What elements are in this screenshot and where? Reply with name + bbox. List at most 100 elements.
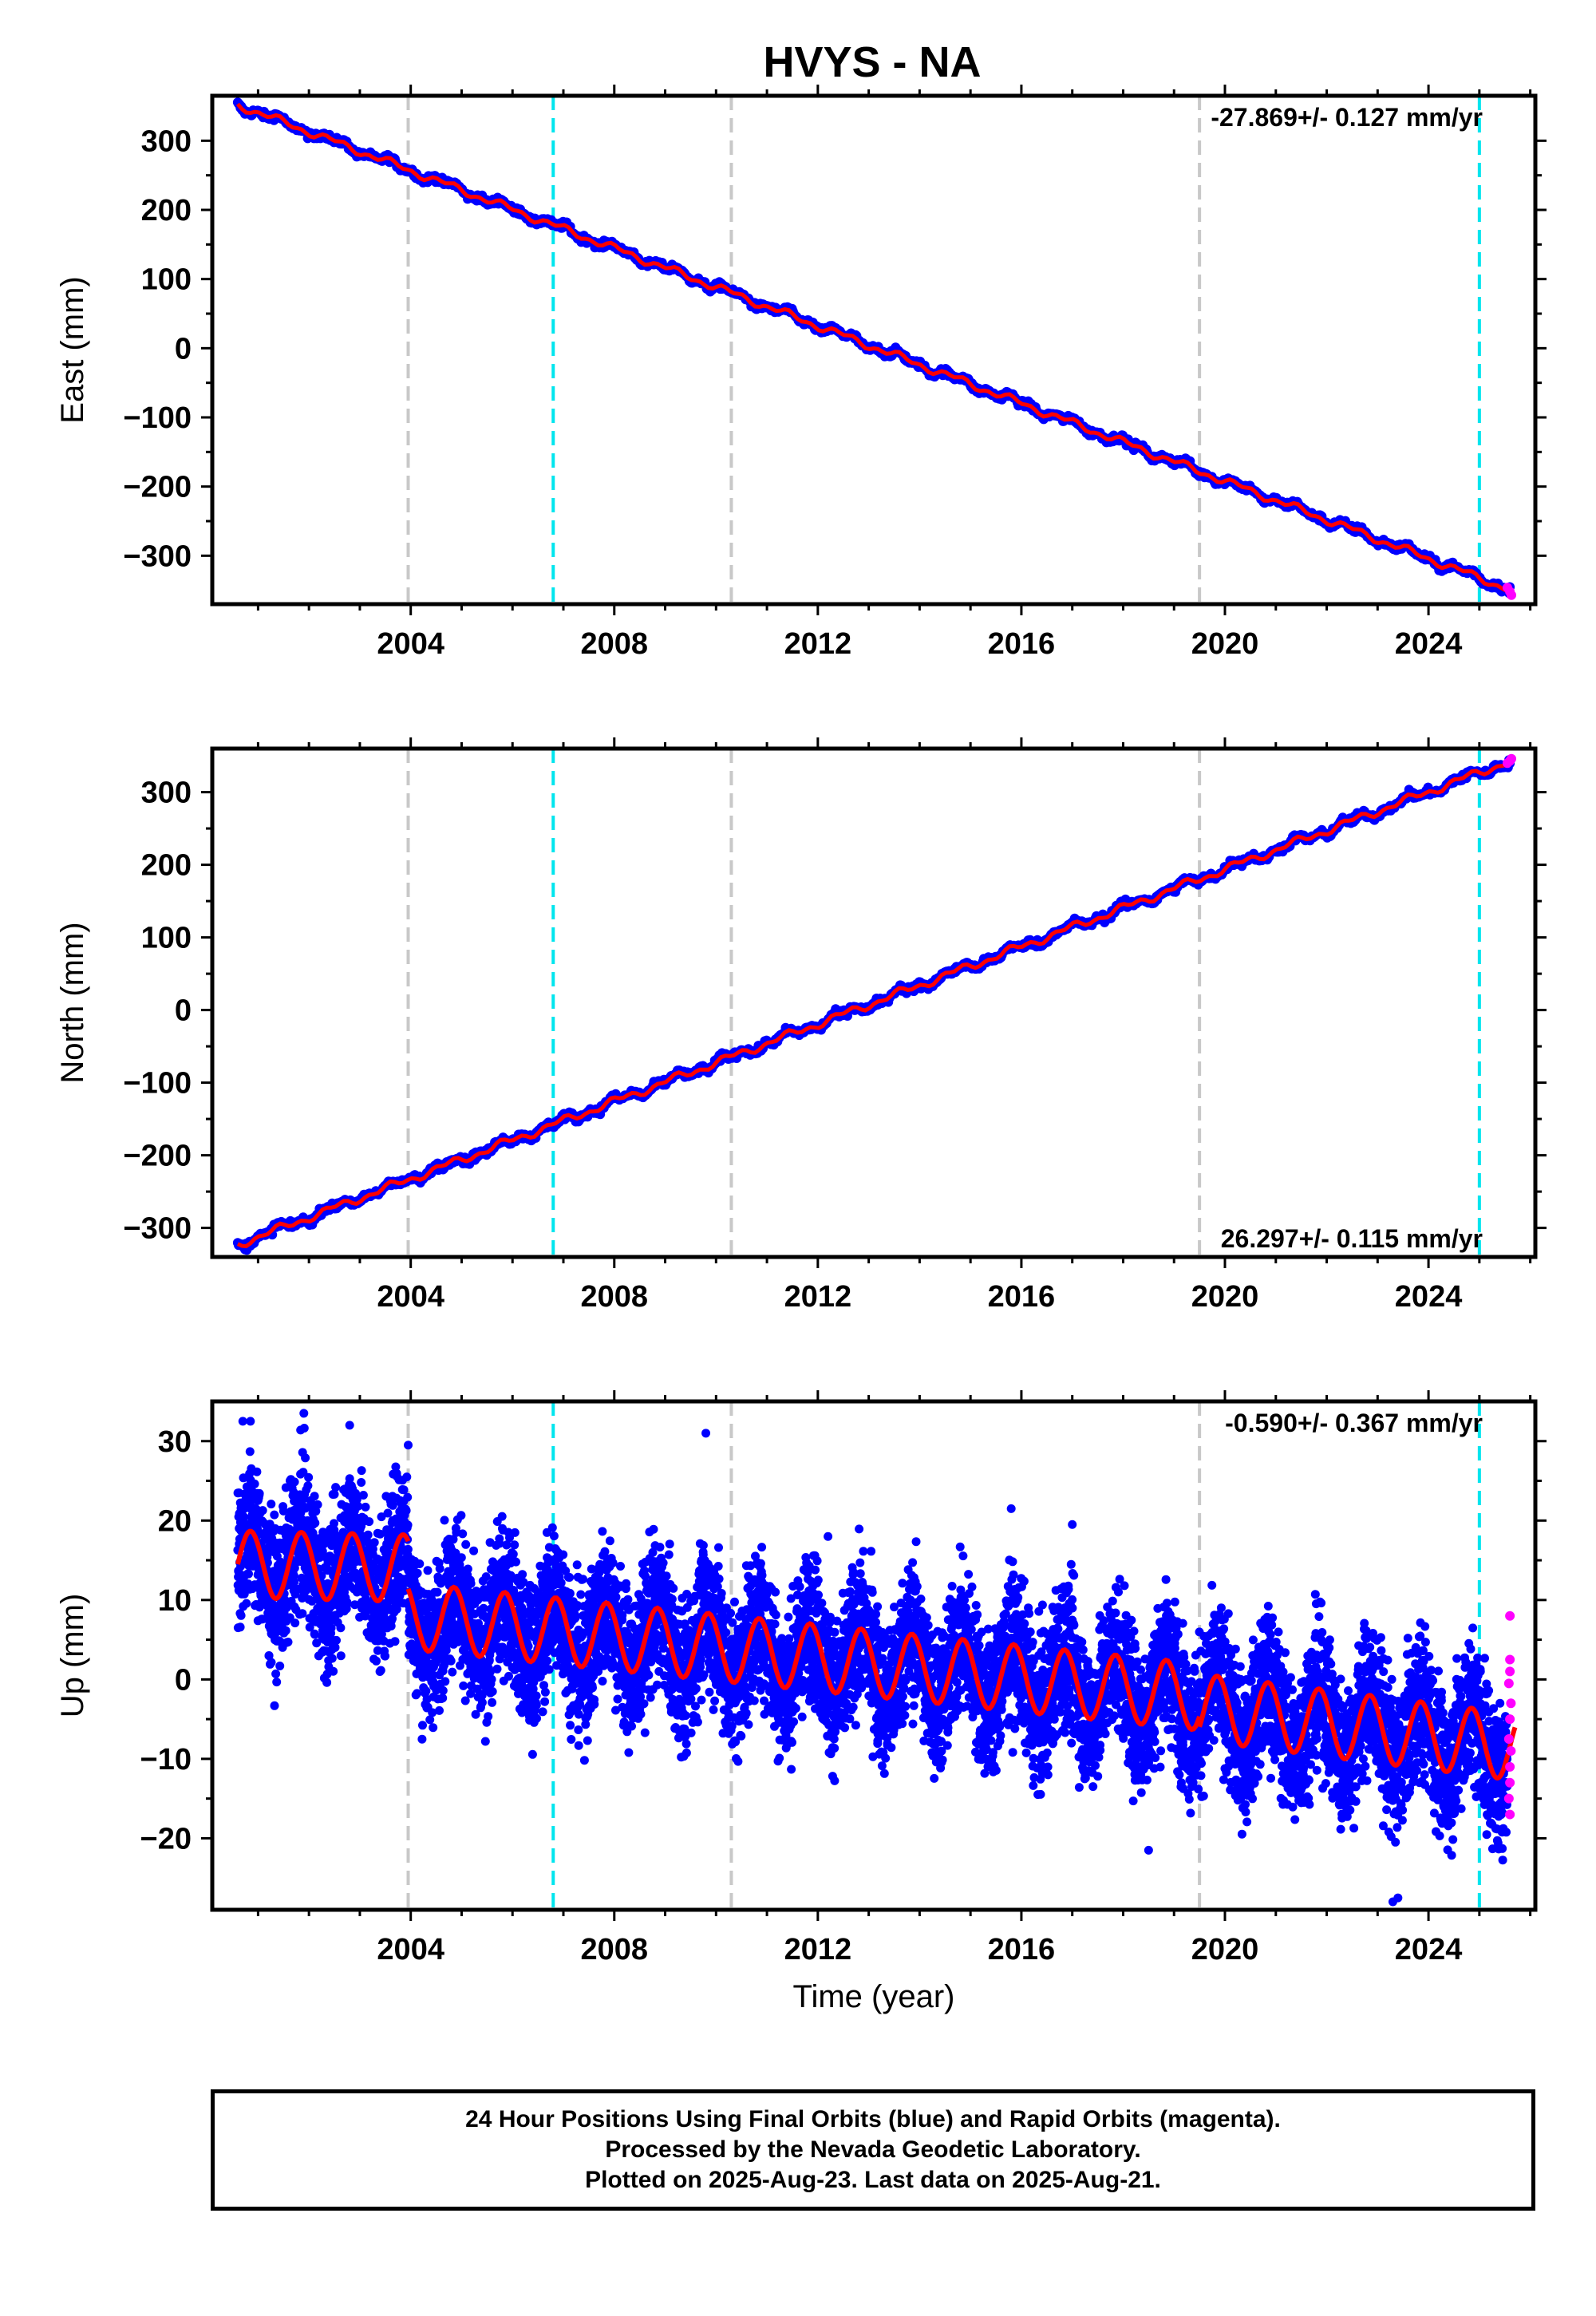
x-tick-label: 2024 <box>1395 1280 1463 1314</box>
rapid-point <box>1507 590 1517 600</box>
y-axis-label: East (mm) <box>55 276 90 423</box>
data-point <box>357 1466 366 1476</box>
data-point <box>497 1512 507 1521</box>
data-point <box>492 1664 502 1674</box>
model-line <box>236 760 1511 1249</box>
data-point <box>357 1478 366 1487</box>
data-point <box>239 1512 249 1522</box>
data-point <box>456 1511 466 1520</box>
data-point <box>477 1697 487 1707</box>
data-point <box>504 1671 513 1681</box>
data-point <box>381 1651 390 1661</box>
data-point <box>310 1518 320 1528</box>
y-tick-label: −300 <box>123 539 192 573</box>
data-point <box>358 1491 368 1500</box>
rate-label: 26.297+/- 0.115 mm/yr <box>1221 1224 1483 1253</box>
data-point <box>264 1651 274 1660</box>
x-tick-label: 2016 <box>988 627 1056 661</box>
data-point <box>510 1540 519 1550</box>
rapid-point <box>1507 753 1517 764</box>
data-point <box>332 1635 341 1645</box>
data-point <box>313 1500 322 1509</box>
y-tick-label: −200 <box>123 1140 192 1173</box>
plot-area <box>233 1401 1518 1910</box>
data-point <box>480 1737 490 1746</box>
rapid-orbit-points <box>1502 753 1517 769</box>
data-point <box>235 1622 245 1632</box>
data-point <box>421 1686 431 1696</box>
data-point <box>245 1447 255 1456</box>
x-tick-label: 2020 <box>1191 627 1259 661</box>
data-point <box>461 1539 471 1549</box>
data-point <box>446 1656 456 1666</box>
data-point <box>304 1472 314 1482</box>
data-point <box>403 1492 413 1502</box>
y-tick-label: 100 <box>141 263 192 297</box>
x-tick-label: 2004 <box>377 627 444 661</box>
data-point <box>272 1678 282 1687</box>
data-point <box>466 1579 476 1588</box>
rate-label: -27.869+/- 0.127 mm/yr <box>1211 103 1483 132</box>
plot-area <box>232 96 1517 604</box>
data-point <box>429 1723 438 1733</box>
model-line <box>235 102 1511 593</box>
data-point <box>239 1473 248 1483</box>
panel-east: 2004 2008 2012 2016 2020 2024−300−200−1000100… <box>55 85 1547 661</box>
data-point <box>458 1529 468 1539</box>
data-point <box>354 1501 363 1511</box>
data-point <box>391 1462 401 1472</box>
plot-frame <box>210 746 1538 1259</box>
data-point <box>373 1646 382 1655</box>
data-point <box>336 1623 346 1633</box>
x-tick-label: 2004 <box>377 1280 444 1314</box>
panel-up: 2004 2008 2012 2016 2020 2024−20−100102030Up … <box>55 1390 1547 2014</box>
data-point <box>279 1506 288 1516</box>
x-tick-label: 2016 <box>988 1280 1056 1314</box>
data-point <box>415 1559 425 1568</box>
data-point <box>255 1488 264 1498</box>
data-point <box>242 1599 251 1608</box>
y-tick-label: 0 <box>175 332 192 366</box>
data-point <box>423 1566 433 1575</box>
data-point <box>376 1666 385 1675</box>
data-point <box>330 1519 338 1528</box>
data-point <box>463 1564 472 1574</box>
x-tick-label: 2024 <box>1395 627 1463 661</box>
data-point <box>456 1553 466 1563</box>
data-point <box>310 1630 319 1639</box>
data-point <box>271 1669 281 1678</box>
data-point <box>283 1638 293 1646</box>
data-point <box>377 1512 386 1522</box>
data-point <box>440 1677 450 1686</box>
data-point <box>440 1516 449 1525</box>
y-tick-label: −200 <box>123 471 192 504</box>
data-point <box>403 1544 413 1554</box>
data-point <box>327 1654 337 1663</box>
data-point <box>267 1500 276 1509</box>
data-point <box>481 1572 491 1582</box>
data-point <box>270 1701 279 1710</box>
data-point <box>488 1687 497 1696</box>
data-point <box>303 1481 313 1491</box>
data-point <box>388 1500 397 1510</box>
x-tick-label: 2008 <box>581 1280 649 1314</box>
data-point <box>352 1495 361 1504</box>
data-point <box>368 1544 377 1554</box>
y-axis-label: North (mm) <box>55 922 90 1083</box>
data-point <box>267 1658 276 1667</box>
data-point <box>244 1569 253 1579</box>
data-point <box>460 1696 470 1705</box>
rapid-orbit-points <box>1502 583 1517 600</box>
data-point <box>399 1587 409 1595</box>
data-point <box>433 1587 442 1597</box>
data-point <box>361 1502 370 1512</box>
data-point <box>369 1538 379 1547</box>
data-point <box>299 1424 309 1433</box>
data-point <box>331 1483 341 1492</box>
y-tick-label: −100 <box>123 1067 192 1101</box>
data-point <box>322 1678 332 1687</box>
data-point <box>399 1485 409 1495</box>
data-point <box>402 1472 412 1482</box>
y-tick-label: −300 <box>123 1212 192 1246</box>
data-point <box>365 1517 374 1527</box>
